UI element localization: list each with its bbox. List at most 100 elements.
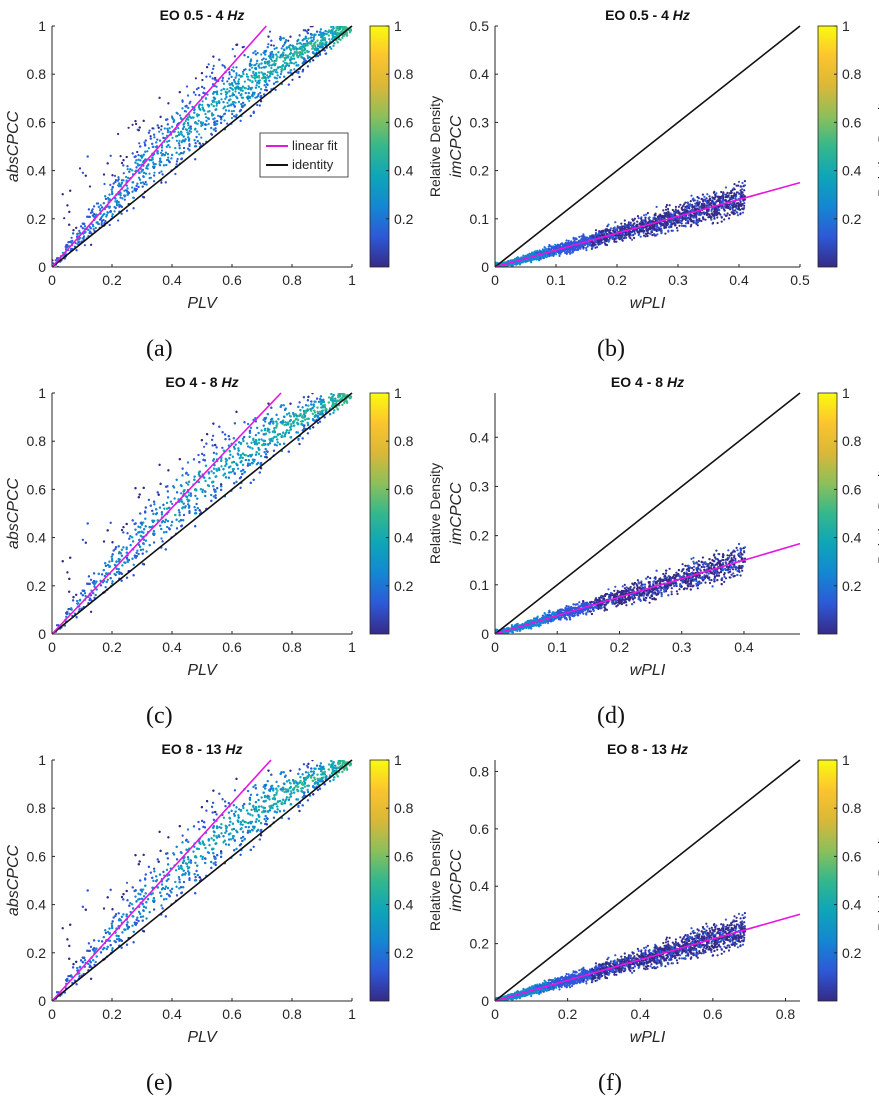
scatter-point (117, 193, 120, 196)
scatter-point (268, 61, 271, 64)
scatter-point (272, 82, 276, 85)
scatter-point (321, 39, 324, 42)
scatter-point (714, 196, 717, 199)
scatter-point (323, 36, 326, 40)
scatter-point (301, 53, 304, 56)
scatter-point (669, 220, 673, 223)
scatter-point (247, 85, 250, 88)
scatter-point (252, 51, 255, 55)
scatter-point (594, 229, 598, 232)
scatter-point (181, 100, 184, 103)
scatter-point (170, 157, 173, 160)
scatter-point (262, 57, 265, 60)
scatter-point (298, 47, 301, 50)
scatter-point (743, 195, 746, 198)
scatter-point (604, 242, 607, 245)
scatter-point (317, 49, 320, 52)
scatter-point (327, 34, 330, 37)
scatter-point (284, 54, 287, 57)
scatter-point (644, 219, 647, 222)
scatter-point (199, 108, 202, 111)
scatter-point (115, 204, 119, 207)
scatter-point (291, 78, 294, 81)
scatter-point (241, 85, 244, 88)
scatter-point (75, 249, 78, 252)
scatter-point (248, 68, 251, 71)
scatter-point (572, 242, 575, 245)
scatter-point (81, 237, 84, 240)
scatter-point (702, 199, 705, 202)
scatter-point (151, 127, 154, 130)
scatter-point (103, 182, 106, 186)
scatter-point (78, 241, 81, 244)
scatter-point (183, 139, 187, 142)
scatter-point (111, 213, 114, 216)
scatter-point (203, 87, 206, 90)
scatter-point (232, 70, 235, 73)
scatter-point (686, 219, 689, 222)
scatter-point (674, 224, 677, 227)
scatter-point (575, 248, 578, 251)
scatter-point (260, 71, 263, 74)
scatter-point (631, 238, 634, 241)
scatter-point (273, 60, 276, 63)
scatter-point (260, 53, 263, 56)
scatter-point (691, 214, 694, 217)
scatter-point (606, 229, 609, 232)
scatter-point (158, 139, 162, 142)
scatter-point (231, 88, 234, 91)
scatter-point (638, 233, 641, 236)
scatter-point (163, 127, 166, 130)
scatter-point (312, 51, 315, 54)
scatter-point (679, 216, 683, 219)
scatter-point (341, 36, 344, 39)
scatter-point (180, 157, 183, 160)
scatter-point (322, 33, 325, 36)
scatter-point (127, 192, 131, 195)
scatter-point (136, 162, 139, 165)
scatter-point (213, 121, 216, 124)
scatter-point (159, 157, 162, 160)
scatter-point (620, 238, 623, 241)
colorbar-tick-label: 0.4 (394, 163, 414, 179)
scatter-point (216, 120, 219, 123)
scatter-point (296, 55, 299, 58)
scatter-point (104, 195, 107, 198)
scatter-point (684, 205, 687, 209)
scatter-point (201, 106, 204, 109)
scatter-point (72, 229, 75, 232)
scatter-point (126, 168, 129, 171)
scatter-point (235, 43, 238, 47)
scatter-point (526, 259, 529, 262)
scatter-point (178, 144, 181, 147)
x-tick-label: 0.4 (162, 272, 182, 288)
scatter-point (186, 131, 189, 134)
scatter-point (624, 235, 627, 238)
y-tick-label: 0.6 (27, 114, 47, 130)
scatter-point (163, 153, 166, 157)
scatter-point (228, 95, 232, 98)
scatter-point (99, 204, 102, 207)
scatter-point (111, 215, 114, 218)
scatter-point (703, 195, 706, 198)
scatter-point (238, 74, 241, 77)
scatter-point (567, 239, 570, 242)
scatter-point (181, 133, 184, 136)
scatter-point (193, 111, 196, 114)
scatter-point (268, 75, 271, 78)
scatter-point (690, 194, 693, 197)
scatter-point (689, 215, 692, 218)
scatter-point (649, 232, 652, 235)
scatter-point (212, 91, 215, 94)
scatter-point (174, 146, 177, 150)
scatter-point (254, 79, 257, 82)
scatter-point (332, 26, 335, 28)
scatter-point (732, 211, 735, 214)
scatter-point (510, 263, 514, 266)
scatter-point (681, 205, 684, 208)
scatter-point (300, 55, 303, 59)
scatter-point (136, 150, 139, 154)
scatter-point (631, 234, 634, 237)
scatter-point (733, 183, 736, 186)
scatter-point (531, 251, 534, 254)
